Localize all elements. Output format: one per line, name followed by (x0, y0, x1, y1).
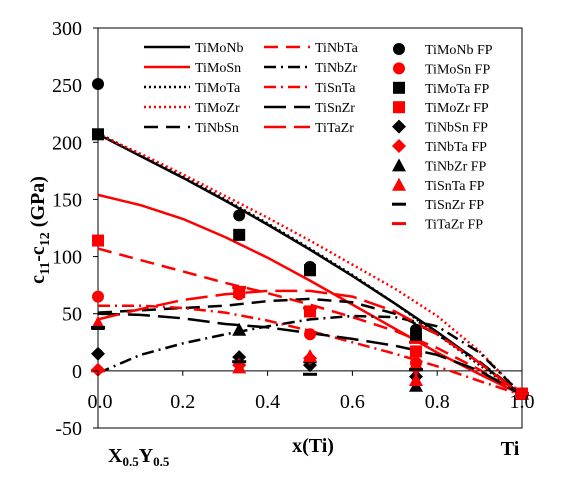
fp-point-timonb-fp (233, 209, 246, 222)
fp-point-tisnta-fp (91, 315, 105, 329)
legend-marker-titazr-fp (392, 222, 406, 226)
legend-label-tinbsn: TiNbSn (195, 121, 239, 136)
fp-point-timozr-fp (92, 234, 104, 247)
legend-label-timozr: TiMoZr (195, 101, 240, 116)
y-tick-label: 150 (52, 189, 82, 211)
series-lines (97, 131, 523, 397)
legend-label-timota: TiMoTa (195, 81, 241, 96)
legend-label-titazr: TiTaZr (315, 121, 354, 136)
legend-label-timosn-fp: TiMoSn FP (425, 62, 490, 77)
legend-label-tinbsn-fp: TiNbSn FP (425, 121, 488, 136)
legend-label-tisnzr: TiSnZr (315, 101, 355, 116)
x-tick-label: 0.6 (340, 391, 365, 413)
y-tick-label: -50 (55, 418, 82, 440)
fp-point-tisnzr-fp (232, 360, 247, 364)
series-line-timota (97, 131, 523, 396)
x-tick-label: 0.2 (170, 391, 195, 413)
fp-point-timota-fp (304, 264, 316, 277)
y-tick-label: 50 (62, 304, 82, 326)
x-tick-label: 0.8 (425, 391, 450, 413)
legend-marker-timota-fp (393, 81, 405, 94)
series-line-tisnta (98, 304, 523, 397)
legend-label-timonb: TiMoNb (195, 41, 244, 56)
fp-point-timota-fp (233, 228, 246, 241)
x-axis-title: x(Ti) (292, 435, 334, 457)
x-tick-label: 0.4 (255, 391, 280, 413)
fp-point-tisnta-fp (303, 349, 317, 362)
series-line-tinbzr (97, 314, 523, 396)
fp-point-tisnzr-fp (91, 325, 105, 329)
fp-point-timota-fp (92, 128, 104, 141)
fp-point-timozr-fp (233, 286, 246, 298)
fp-point-tinbzr-fp (232, 322, 247, 336)
y-tick-label: 200 (52, 132, 82, 154)
y-tick-label: 300 (52, 18, 82, 40)
y-tick-label: 0 (72, 361, 82, 383)
x-left-composition-label: X0.5Y0.5 (108, 445, 170, 469)
fp-point-tisnzr-fp (303, 372, 317, 376)
legend-marker-tinbzr-fp (392, 158, 406, 172)
fp-point-titazr-fp (232, 285, 247, 289)
fp-markers (91, 78, 529, 401)
legend-marker-tinbsn-fp (392, 119, 406, 134)
y-tick-label: 100 (52, 247, 82, 269)
fp-point-titazr-fp (515, 392, 529, 396)
fp-point-timonb-fp (92, 78, 104, 90)
legend-label-tinbta-fp: TiNbTa FP (425, 140, 487, 155)
x-tick-label: 0.0 (88, 391, 113, 413)
legend-label-timota-fp: TiMoTa FP (425, 82, 489, 97)
y-axis-title: c11-c12 (GPa) (27, 176, 53, 284)
fp-point-tinbsn-fp (91, 346, 105, 361)
legend: TiMoNb TiMoSn TiMoTa TiMoZr TiNbSn TiNbTa TiNb… (144, 41, 493, 233)
fp-point-timozr-fp (410, 345, 422, 358)
y-tick-label: 250 (52, 75, 82, 97)
series-line-tinbta (97, 247, 523, 396)
legend-marker-tisnzr-fp (392, 202, 406, 206)
legend-label-tisnta: TiSnTa (315, 81, 356, 96)
legend-marker-timozr-fp (393, 101, 405, 114)
legend-label-timonb-fp: TiMoNb FP (425, 43, 493, 58)
series-line-timosn (97, 193, 523, 397)
fp-point-titazr-fp (409, 340, 423, 344)
fp-point-tisnta-fp (409, 373, 423, 386)
plot-frame (97, 27, 523, 429)
x-tick-label: 1.0 (510, 391, 535, 413)
legend-label-tinbzr-fp: TiNbZr FP (425, 159, 487, 174)
fp-point-titazr-fp (303, 306, 317, 310)
legend-label-timosn: TiMoSn (195, 61, 241, 76)
x-right-composition-label: Ti (501, 438, 520, 460)
legend-label-tinbzr: TiNbZr (315, 61, 358, 76)
fp-point-timosn-fp (304, 328, 316, 341)
plot-border (97, 27, 523, 429)
legend-marker-tisnta-fp (392, 177, 406, 191)
axis-ticks: -50 0 50 100 150 200 250 300 0.0 0.2 0.4 0.6 0.8 1.0 (52, 18, 535, 440)
legend-marker-tinbta-fp (392, 139, 406, 153)
legend-label-titazr-fp: TiTaZr FP (425, 218, 483, 233)
legend-marker-timosn-fp (393, 62, 405, 75)
legend-label-tisnta-fp: TiSnTa FP (425, 179, 485, 194)
legend-label-timozr-fp: TiMoZr FP (425, 101, 489, 116)
series-line-titazr (97, 289, 523, 396)
fp-point-timosn-fp (92, 290, 104, 303)
legend-marker-timonb-fp (393, 43, 405, 55)
fp-point-tisnta-fp (232, 360, 247, 374)
fp-point-timota-fp (410, 331, 422, 344)
fp-point-tisnzr-fp (409, 368, 423, 372)
legend-label-tinbta: TiNbTa (315, 41, 359, 56)
legend-label-tisnzr-fp: TiSnZr FP (425, 198, 484, 213)
